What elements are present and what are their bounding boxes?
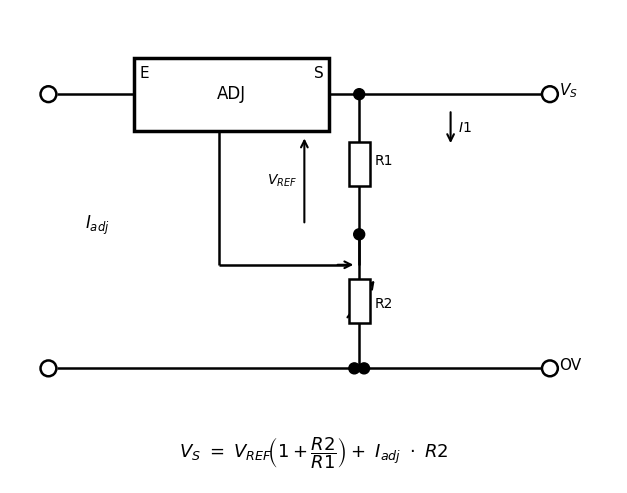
Bar xyxy=(134,58,329,131)
Text: $I1$: $I1$ xyxy=(458,121,472,135)
Text: R2: R2 xyxy=(374,297,393,312)
Text: ADJ: ADJ xyxy=(217,85,246,103)
Circle shape xyxy=(542,86,558,102)
Text: OV: OV xyxy=(559,358,581,373)
Circle shape xyxy=(41,86,56,102)
Circle shape xyxy=(542,360,558,376)
Circle shape xyxy=(41,360,56,376)
Text: R1: R1 xyxy=(374,154,393,168)
Text: E: E xyxy=(140,66,149,81)
Bar xyxy=(349,280,369,323)
Text: $V_{REF}$: $V_{REF}$ xyxy=(267,172,297,189)
Circle shape xyxy=(354,229,365,240)
Text: $I_{adj}$: $I_{adj}$ xyxy=(85,213,110,237)
Circle shape xyxy=(354,89,365,100)
Text: S: S xyxy=(314,66,324,81)
Circle shape xyxy=(359,363,369,374)
Text: $V_S\ =\ V_{REF}\!\left(1+\dfrac{R2}{R1}\right)+\ I_{adj}\ \cdot\ R2$: $V_S\ =\ V_{REF}\!\left(1+\dfrac{R2}{R1}… xyxy=(179,436,448,471)
Bar xyxy=(349,142,369,186)
Circle shape xyxy=(349,363,360,374)
Text: $V_S$: $V_S$ xyxy=(559,82,578,101)
